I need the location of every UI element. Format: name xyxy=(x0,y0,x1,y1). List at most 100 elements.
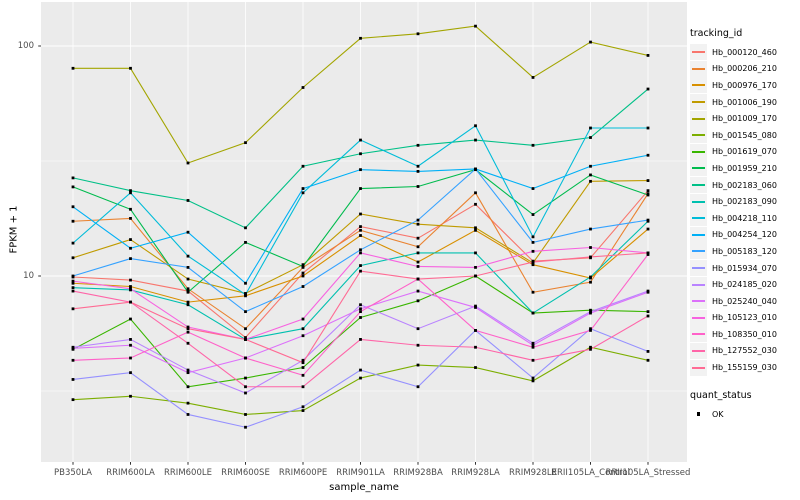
data-point xyxy=(589,126,592,130)
data-point xyxy=(71,378,75,381)
data-point xyxy=(531,249,535,253)
legend-entry: Hb_001006_190 xyxy=(690,94,798,111)
data-point xyxy=(646,189,650,193)
data-point xyxy=(301,265,305,268)
legend-color-line-icon xyxy=(692,349,705,352)
legend-entry: Hb_015934_070 xyxy=(690,260,798,277)
data-point xyxy=(129,207,132,211)
data-point xyxy=(186,254,190,258)
data-point xyxy=(416,236,420,240)
legend-entry-label: Hb_108350_010 xyxy=(712,329,777,339)
data-point xyxy=(589,246,592,249)
data-point xyxy=(531,76,535,79)
data-point xyxy=(301,317,305,321)
data-point xyxy=(71,219,75,223)
data-point xyxy=(359,307,362,311)
data-point xyxy=(646,227,650,231)
data-point xyxy=(589,310,592,314)
data-point xyxy=(301,385,305,389)
legend-entry: Hb_000976_170 xyxy=(690,77,798,94)
data-point xyxy=(359,303,362,307)
data-point xyxy=(244,281,247,285)
legend-key xyxy=(690,143,707,160)
legend-color-line-icon xyxy=(692,333,705,336)
x-tick-label: RRII105LA_Control xyxy=(551,468,630,478)
quant-ok-label: OK xyxy=(712,409,724,419)
data-point xyxy=(416,185,420,188)
data-point xyxy=(531,379,535,383)
data-point xyxy=(589,164,592,168)
data-point xyxy=(186,303,190,307)
data-point xyxy=(359,152,362,156)
data-point xyxy=(646,358,650,362)
data-point xyxy=(474,226,477,230)
data-point xyxy=(129,189,132,193)
data-point xyxy=(129,356,132,360)
legend-entry: Hb_001545_080 xyxy=(690,127,798,144)
data-point xyxy=(474,274,477,278)
data-point xyxy=(531,376,535,380)
data-point xyxy=(301,409,305,412)
data-point xyxy=(646,290,650,294)
legend-entry: Hb_105123_010 xyxy=(690,309,798,327)
data-point xyxy=(71,256,75,260)
legend-color-line-icon xyxy=(692,300,705,303)
data-point xyxy=(129,343,132,347)
legend-entry-label: Hb_025240_040 xyxy=(712,296,777,306)
data-point xyxy=(416,245,420,249)
legend-entry-label: Hb_105123_010 xyxy=(712,313,777,323)
data-point xyxy=(474,366,477,369)
legend-key xyxy=(690,127,707,144)
data-point xyxy=(646,193,650,197)
data-point xyxy=(71,241,75,245)
legend-key xyxy=(690,210,707,227)
data-point xyxy=(416,289,420,293)
data-point xyxy=(359,269,362,273)
legend-color-line-icon xyxy=(692,67,705,70)
legend-entry-label: Hb_001545_080 xyxy=(712,130,777,140)
data-point xyxy=(474,191,477,195)
data-point xyxy=(531,263,535,267)
data-point xyxy=(359,234,362,237)
data-point xyxy=(589,311,592,315)
data-point xyxy=(129,371,132,375)
data-point xyxy=(589,275,592,279)
legend-key xyxy=(690,160,707,177)
legend-key xyxy=(690,293,707,310)
data-point xyxy=(301,358,305,362)
legend-color-line-icon xyxy=(692,250,705,253)
data-point xyxy=(301,274,305,278)
legend-entry-label: Hb_127552_030 xyxy=(712,346,777,356)
data-point xyxy=(531,341,535,345)
data-point xyxy=(359,338,362,341)
legend-key xyxy=(690,309,707,326)
data-point xyxy=(589,327,592,331)
legend: tracking_id Hb_000120_460 Hb_000206_210 Hb… xyxy=(690,28,798,422)
data-point xyxy=(359,316,362,319)
data-point xyxy=(244,385,247,389)
data-point xyxy=(186,325,190,329)
data-point xyxy=(646,54,650,57)
legend-entry-label: Hb_155159_030 xyxy=(712,363,777,373)
data-point xyxy=(416,265,420,268)
x-tick-label: RRIM600LE xyxy=(164,468,212,478)
data-point xyxy=(589,308,592,312)
legend-entry: Hb_004254_120 xyxy=(690,226,798,244)
data-point xyxy=(244,327,247,331)
legend-entry: Hb_004218_110 xyxy=(690,210,798,227)
legend-entry: Hb_001959_210 xyxy=(690,160,798,177)
data-point xyxy=(71,289,75,293)
data-point xyxy=(244,293,247,297)
data-point xyxy=(474,329,477,332)
data-point xyxy=(71,205,75,209)
x-tick-label: RRII105LA_Stressed xyxy=(605,468,691,478)
data-point xyxy=(129,278,132,282)
data-point xyxy=(474,167,477,171)
legend-entry-label: Hb_000206_210 xyxy=(712,64,777,74)
data-point xyxy=(71,66,75,70)
legend-key xyxy=(690,243,707,260)
data-point xyxy=(474,251,477,255)
x-tick-label: RRIM901LA xyxy=(336,468,385,478)
data-point xyxy=(301,187,305,190)
